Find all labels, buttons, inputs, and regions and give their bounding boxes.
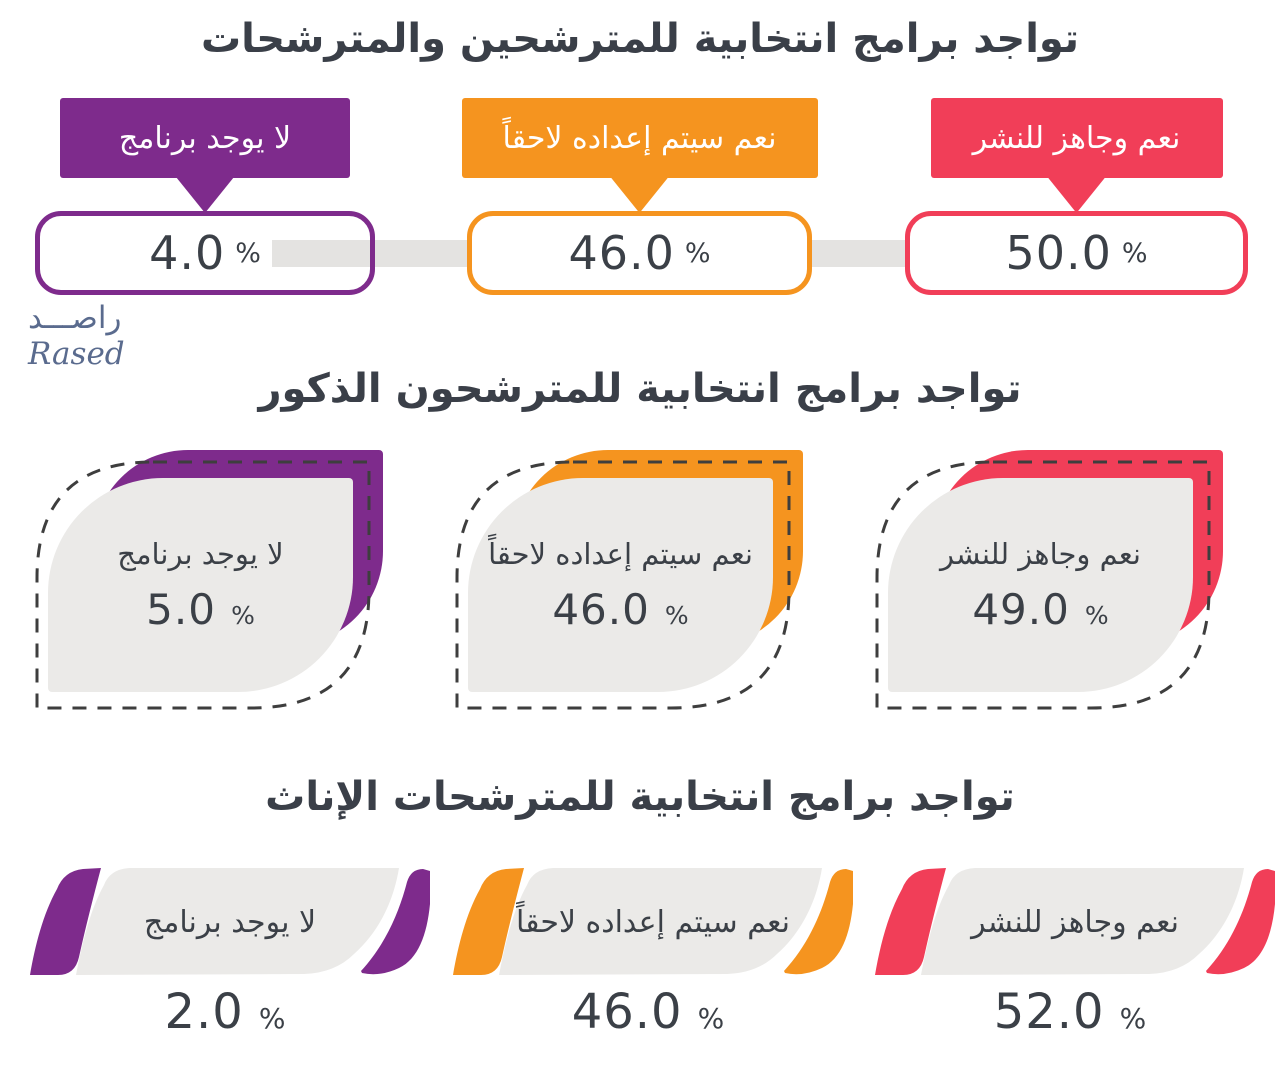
callout-pointer-icon	[1047, 177, 1106, 213]
leaf-value-group: 5.0 %	[146, 585, 255, 634]
callout-unit: %	[235, 237, 261, 269]
leaf-unit: %	[231, 600, 255, 630]
callout-unit: %	[684, 237, 711, 269]
leaf-dashed-outline-icon	[35, 460, 371, 710]
ribbon-shape-icon	[875, 868, 1275, 975]
leaf-front-shape	[888, 478, 1193, 692]
callout-label: لا يوجد برنامج	[118, 120, 292, 156]
ribbon-value-group: 2.0 %	[20, 984, 430, 1040]
callout-value: 46.0	[568, 226, 675, 280]
leaf-label: لا يوجد برنامج	[117, 536, 284, 571]
callout-label-box: نعم سيتم إعداده لاحقاً	[461, 98, 818, 178]
leaf-dashed-outline-icon	[455, 460, 791, 710]
ribbon-row: لا يوجد برنامج 2.0 % نعم سيتم إعداده لاح…	[0, 868, 1280, 1058]
leaf-text: لا يوجد برنامج 5.0 %	[48, 478, 353, 692]
leaf-value-group: 46.0 %	[552, 585, 688, 634]
ribbon-item: نعم سيتم إعداده لاحقاً 46.0 %	[443, 868, 853, 1058]
callout-item: لا يوجد برنامج 4.0 %	[35, 98, 375, 298]
leaf-row: لا يوجد برنامج 5.0 % نعم سيتم إعداده لاح…	[0, 450, 1280, 720]
callout-value: 50.0	[1005, 226, 1112, 280]
ribbon-shape-icon	[453, 868, 853, 975]
ribbon-unit: %	[258, 1002, 286, 1035]
ribbon-shape-icon	[30, 868, 430, 975]
leaf-value: 46.0	[552, 584, 650, 634]
callout-label-box: لا يوجد برنامج	[60, 98, 350, 178]
leaf-front-shape	[48, 478, 353, 692]
leaf-card: نعم سيتم إعداده لاحقاً 46.0 %	[453, 450, 803, 712]
callout-pointer-icon	[176, 177, 234, 213]
leaf-dashed-outline-icon	[875, 460, 1211, 710]
rased-logo-arabic: راصـــد	[28, 300, 122, 336]
leaf-value-group: 49.0 %	[972, 585, 1108, 634]
callout-item: نعم سيتم إعداده لاحقاً 46.0 %	[461, 98, 818, 298]
leaf-value: 5.0	[146, 584, 216, 634]
callout-unit: %	[1121, 237, 1148, 269]
callout-pointer-icon	[610, 177, 669, 213]
callout-label: نعم سيتم إعداده لاحقاً	[502, 120, 777, 156]
leaf-text: نعم وجاهز للنشر 49.0 %	[888, 478, 1193, 692]
rased-logo: راصـــد Rased	[28, 300, 188, 373]
callout-value-box: 50.0 %	[905, 211, 1248, 295]
section-females-title: تواجد برامج انتخابية للمترشحات الإناث	[265, 774, 1015, 820]
callout-label: نعم وجاهز للنشر	[972, 120, 1181, 156]
ribbon-value-group: 46.0 %	[443, 984, 853, 1040]
leaf-card: لا يوجد برنامج 5.0 %	[33, 450, 383, 712]
ribbon-label: نعم سيتم إعداده لاحقاً	[516, 904, 790, 940]
ribbon-label: لا يوجد برنامج	[143, 904, 317, 940]
ribbon-unit: %	[1119, 1002, 1147, 1035]
leaf-value: 49.0	[972, 584, 1070, 634]
leaf-label: نعم سيتم إعداده لاحقاً	[488, 536, 753, 571]
ribbon-label: نعم وجاهز للنشر	[971, 904, 1179, 940]
ribbon-value: 2.0	[164, 984, 244, 1040]
leaf-label: نعم وجاهز للنشر	[940, 536, 1141, 571]
callout-value-box: 46.0 %	[467, 211, 812, 295]
callout-value-box: 4.0 %	[35, 211, 375, 295]
ribbon-item: نعم وجاهز للنشر 52.0 %	[865, 868, 1275, 1058]
callout-section: لا يوجد برنامج 4.0 % نعم سيتم إعداده لاح…	[0, 98, 1280, 298]
leaf-unit: %	[664, 600, 689, 630]
ribbon-value: 46.0	[571, 984, 683, 1040]
callout-label-box: نعم وجاهز للنشر	[930, 98, 1223, 178]
leaf-card: نعم وجاهز للنشر 49.0 %	[873, 450, 1223, 712]
callout-item: نعم وجاهز للنشر 50.0 %	[905, 98, 1248, 298]
ribbon-value: 52.0	[993, 984, 1105, 1040]
ribbon-value-group: 52.0 %	[865, 984, 1275, 1040]
section-all-title: تواجد برامج انتخابية للمترشحين والمترشحا…	[200, 16, 1080, 62]
leaf-unit: %	[1084, 600, 1109, 630]
ribbon-item: لا يوجد برنامج 2.0 %	[20, 868, 430, 1058]
ribbon-unit: %	[697, 1002, 725, 1035]
rased-logo-latin: Rased	[28, 336, 125, 373]
leaf-front-shape	[468, 478, 773, 692]
callout-value: 4.0	[149, 226, 226, 280]
leaf-text: نعم سيتم إعداده لاحقاً 46.0 %	[468, 478, 773, 692]
section-males-title: تواجد برامج انتخابية للمترشحون الذكور	[258, 366, 1022, 412]
